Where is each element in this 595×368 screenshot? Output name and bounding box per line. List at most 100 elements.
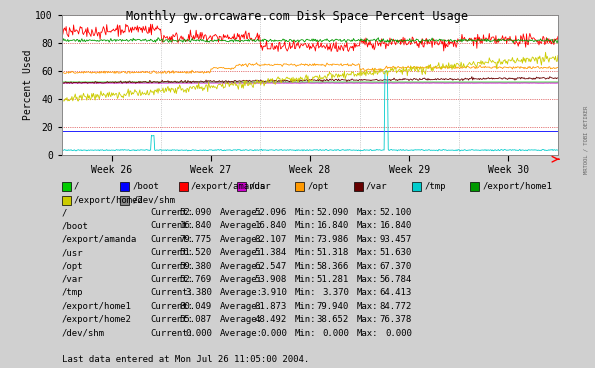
Text: Min:: Min:: [295, 315, 317, 324]
Text: /export/home2: /export/home2: [74, 196, 144, 205]
Text: 52.100: 52.100: [380, 208, 412, 217]
Text: 3.380: 3.380: [185, 289, 212, 297]
Text: Max:: Max:: [357, 235, 378, 244]
Text: /export/home2: /export/home2: [62, 315, 132, 324]
Text: /usr: /usr: [249, 182, 271, 191]
Text: Average:: Average:: [220, 315, 263, 324]
Text: Max:: Max:: [357, 329, 378, 337]
Text: 82.107: 82.107: [255, 235, 287, 244]
Text: /export/amanda: /export/amanda: [191, 182, 266, 191]
Text: 59.380: 59.380: [180, 262, 212, 270]
Text: 79.775: 79.775: [180, 235, 212, 244]
Text: 58.366: 58.366: [317, 262, 349, 270]
Text: Current:: Current:: [150, 235, 193, 244]
Text: 64.413: 64.413: [380, 289, 412, 297]
Text: 51.520: 51.520: [180, 248, 212, 257]
Text: Average:: Average:: [220, 208, 263, 217]
Y-axis label: Percent Used: Percent Used: [23, 50, 33, 120]
Text: 48.492: 48.492: [255, 315, 287, 324]
Text: /var: /var: [366, 182, 387, 191]
Text: Current:: Current:: [150, 222, 193, 230]
Text: Average:: Average:: [220, 275, 263, 284]
Text: 16.840: 16.840: [255, 222, 287, 230]
Text: 56.784: 56.784: [380, 275, 412, 284]
Text: 3.910: 3.910: [260, 289, 287, 297]
Text: 80.049: 80.049: [180, 302, 212, 311]
Text: Current:: Current:: [150, 329, 193, 337]
Text: Current:: Current:: [150, 302, 193, 311]
Text: 51.384: 51.384: [255, 248, 287, 257]
Text: Average:: Average:: [220, 222, 263, 230]
Text: Min:: Min:: [295, 222, 317, 230]
Text: 52.769: 52.769: [180, 275, 212, 284]
Text: 81.873: 81.873: [255, 302, 287, 311]
Text: /boot: /boot: [62, 222, 89, 230]
Text: 3.370: 3.370: [322, 289, 349, 297]
Text: Max:: Max:: [357, 289, 378, 297]
Text: /export/home1: /export/home1: [62, 302, 132, 311]
Text: Average:: Average:: [220, 248, 263, 257]
Text: 0.000: 0.000: [185, 329, 212, 337]
Text: Min:: Min:: [295, 248, 317, 257]
Text: Min:: Min:: [295, 208, 317, 217]
Text: Max:: Max:: [357, 302, 378, 311]
Text: Min:: Min:: [295, 275, 317, 284]
Text: Min:: Min:: [295, 262, 317, 270]
Text: Max:: Max:: [357, 248, 378, 257]
Text: /var: /var: [62, 275, 83, 284]
Text: /dev/shm: /dev/shm: [62, 329, 105, 337]
Text: 16.840: 16.840: [180, 222, 212, 230]
Text: 51.281: 51.281: [317, 275, 349, 284]
Text: Max:: Max:: [357, 275, 378, 284]
Text: 62.547: 62.547: [255, 262, 287, 270]
Text: Monthly gw.orcaware.com Disk Space Percent Usage: Monthly gw.orcaware.com Disk Space Perce…: [127, 10, 468, 23]
Text: 16.840: 16.840: [317, 222, 349, 230]
Text: MRTOOL / TOBI OETIKER: MRTOOL / TOBI OETIKER: [584, 106, 588, 174]
Text: /tmp: /tmp: [62, 289, 83, 297]
Text: 16.840: 16.840: [380, 222, 412, 230]
Text: Current:: Current:: [150, 315, 193, 324]
Text: Last data entered at Mon Jul 26 11:05:00 2004.: Last data entered at Mon Jul 26 11:05:00…: [62, 355, 309, 364]
Text: 0.000: 0.000: [322, 329, 349, 337]
Text: Max:: Max:: [357, 208, 378, 217]
Text: 52.096: 52.096: [255, 208, 287, 217]
Text: 55.087: 55.087: [180, 315, 212, 324]
Text: /usr: /usr: [62, 248, 83, 257]
Text: Current:: Current:: [150, 289, 193, 297]
Text: /boot: /boot: [132, 182, 159, 191]
Text: /opt: /opt: [62, 262, 83, 270]
Text: Current:: Current:: [150, 275, 193, 284]
Text: 84.772: 84.772: [380, 302, 412, 311]
Text: 79.940: 79.940: [317, 302, 349, 311]
Text: Current:: Current:: [150, 262, 193, 270]
Text: 0.000: 0.000: [260, 329, 287, 337]
Text: 0.000: 0.000: [385, 329, 412, 337]
Text: 38.652: 38.652: [317, 315, 349, 324]
Text: Average:: Average:: [220, 235, 263, 244]
Text: Max:: Max:: [357, 222, 378, 230]
Text: Min:: Min:: [295, 289, 317, 297]
Text: Min:: Min:: [295, 329, 317, 337]
Text: Average:: Average:: [220, 302, 263, 311]
Text: /: /: [74, 182, 79, 191]
Text: /: /: [62, 208, 67, 217]
Text: Current:: Current:: [150, 248, 193, 257]
Text: /tmp: /tmp: [424, 182, 446, 191]
Text: 51.318: 51.318: [317, 248, 349, 257]
Text: 52.090: 52.090: [180, 208, 212, 217]
Text: 52.090: 52.090: [317, 208, 349, 217]
Text: 67.370: 67.370: [380, 262, 412, 270]
Text: 51.630: 51.630: [380, 248, 412, 257]
Text: Min:: Min:: [295, 235, 317, 244]
Text: 93.457: 93.457: [380, 235, 412, 244]
Text: Average:: Average:: [220, 262, 263, 270]
Text: 53.908: 53.908: [255, 275, 287, 284]
Text: /dev/shm: /dev/shm: [132, 196, 176, 205]
Text: Max:: Max:: [357, 262, 378, 270]
Text: /export/home1: /export/home1: [483, 182, 552, 191]
Text: /opt: /opt: [308, 182, 329, 191]
Text: Average:: Average:: [220, 289, 263, 297]
Text: Max:: Max:: [357, 315, 378, 324]
Text: Average:: Average:: [220, 329, 263, 337]
Text: 73.986: 73.986: [317, 235, 349, 244]
